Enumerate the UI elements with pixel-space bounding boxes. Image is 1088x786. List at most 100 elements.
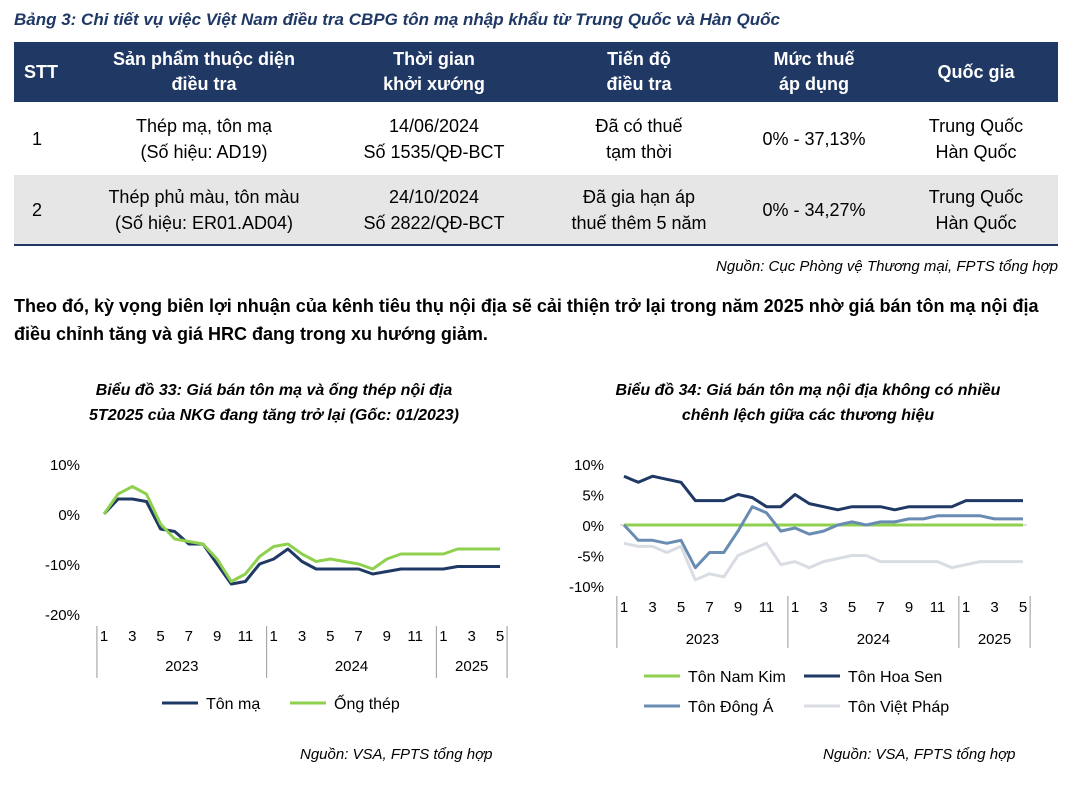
chart-right-x-group-label: 2024 [857, 631, 890, 648]
cell-country: Trung Quốc Hàn Quốc [894, 175, 1058, 246]
header-country: Quốc gia [894, 42, 1058, 102]
cell-country-line1: Trung Quốc [928, 115, 1024, 136]
chart-right-y-tick-label: 5% [582, 488, 604, 505]
cell-product-line1: Thép mạ, tôn mạ [135, 115, 273, 136]
header-tax: Mức thuế áp dụng [734, 42, 894, 102]
table-caption: Bảng 3: Chi tiết vụ việc Việt Nam điều t… [14, 10, 780, 29]
chart-left-y-tick-label: -10% [45, 557, 80, 574]
chart-right-x-group-label: 2025 [978, 631, 1011, 648]
chart-right-x-tick-label: 3 [990, 599, 998, 616]
header-date-line2: khởi xướng [383, 74, 485, 94]
chart-left-series-ống-thép [102, 485, 500, 583]
body-paragraph: Theo đó, kỳ vọng biên lợi nhuận của kênh… [14, 296, 1039, 344]
chart-right-title-line1: Biểu đồ 34: Giá bán tôn mạ nội địa không… [615, 382, 1001, 399]
chart-right-x-tick-label: 11 [759, 599, 775, 616]
chart-left-x-tick-label: 5 [496, 628, 504, 645]
chart-left-title-line1: Biểu đồ 33: Giá bán tôn mạ và ống thép n… [95, 382, 453, 399]
chart-right-legend-label: Tôn Việt Pháp [848, 699, 949, 716]
cell-product: Thép phủ màu, tôn màu (Số hiệu: ER01.AD04… [84, 175, 324, 246]
chart-right-series-tôn-đông-á [622, 505, 1023, 570]
table-row: 1 Thép mạ, tôn mạ (Số hiệu: AD19) 14/06/2… [14, 102, 1058, 175]
header-product-line2: điều tra [171, 74, 237, 94]
table-header-row: STT Sản phẩm thuộc diện điều tra Thời gia… [14, 42, 1058, 102]
chart-right-x-tick-label: 3 [648, 599, 656, 616]
cell-progress-line2: thuế thêm 5 năm [571, 212, 707, 233]
cell-country: Trung Quốc Hàn Quốc [894, 102, 1058, 175]
chart-left-x-tick-label: 7 [185, 628, 193, 645]
chart-left-legend-label: Ống thép [334, 693, 400, 713]
chart-right-legend-label: Tôn Hoa Sen [848, 669, 942, 686]
chart-right-x-tick-label: 1 [962, 599, 970, 616]
cell-date: 24/10/2024 Số 2822/QĐ-BCT [324, 175, 544, 246]
chart-right-x-tick-label: 5 [1019, 599, 1027, 616]
table-row: 2 Thép phủ màu, tôn màu (Số hiệu: ER01.AD… [14, 175, 1058, 246]
cell-progress-line1: Đã gia hạn áp [582, 186, 696, 207]
chart-right-x-group-label: 2023 [686, 631, 719, 648]
chart-left-x-tick-label: 5 [156, 628, 164, 645]
cell-country-line2: Hàn Quốc [935, 141, 1017, 162]
chart-left-x-tick-label: 9 [383, 628, 391, 645]
chart-left-series-tôn-mạ [102, 497, 500, 586]
cell-progress-line1: Đã có thuế [595, 115, 683, 136]
chart-left-y-tick-label: 10% [50, 457, 80, 474]
cell-tax: 0% - 37,13% [734, 102, 894, 175]
cell-product-line1: Thép phủ màu, tôn màu [108, 186, 300, 207]
chart-right-legend-label: Tôn Nam Kim [688, 669, 786, 686]
chart-left-x-tick-label: 9 [213, 628, 221, 645]
header-date-line1: Thời gian [393, 49, 475, 69]
chart-right-y-tick-label: -10% [569, 579, 604, 596]
cell-tax: 0% - 34,27% [734, 175, 894, 246]
chart-left-y-tick-label: 0% [58, 507, 80, 524]
chart-left-x-tick-label: 1 [270, 628, 278, 645]
chart-right-x-tick-label: 1 [791, 599, 799, 616]
chart-left-y-tick-label: -20% [45, 607, 80, 624]
cell-date-line2: Số 1535/QĐ-BCT [363, 141, 505, 162]
cell-country-line1: Trung Quốc [928, 186, 1024, 207]
cell-stt: 1 [14, 102, 84, 175]
chart-right-title-line2: chênh lệch giữa các thương hiệu [681, 407, 935, 424]
chart-right-x-tick-label: 7 [705, 599, 713, 616]
chart-left-x-tick-label: 1 [100, 628, 108, 645]
header-date: Thời gian khởi xướng [324, 42, 544, 102]
chart-left-source: Nguồn: VSA, FPTS tổng hợp [300, 746, 493, 763]
chart-left-x-tick-label: 1 [439, 628, 447, 645]
chart-right-y-tick-label: -5% [577, 549, 604, 566]
chart-right-x-tick-label: 5 [848, 599, 856, 616]
chart-left-legend-label: Tôn mạ [206, 696, 260, 713]
chart-left-x-tick-label: 11 [238, 628, 254, 645]
cell-progress: Đã có thuế tạm thời [544, 102, 734, 175]
chart-left-x-tick-label: 11 [407, 628, 423, 645]
chart-left-title-line2: 5T2025 của NKG đang tăng trở lại (Gốc: 0… [89, 407, 459, 424]
chart-left-title: Biểu đồ 33: Giá bán tôn mạ và ống thép n… [14, 378, 534, 428]
cell-date: 14/06/2024 Số 1535/QĐ-BCT [324, 102, 544, 175]
header-stt: STT [14, 42, 84, 102]
chart-right-source: Nguồn: VSA, FPTS tổng hợp [823, 746, 1016, 763]
header-product-line1: Sản phẩm thuộc diện [112, 49, 295, 69]
header-product: Sản phẩm thuộc diện điều tra [84, 42, 324, 102]
chart-left-x-tick-label: 5 [326, 628, 334, 645]
chart-right-title: Biểu đồ 34: Giá bán tôn mạ nội địa không… [548, 378, 1068, 428]
chart-left-x-tick-label: 3 [468, 628, 476, 645]
chart-right-x-tick-label: 1 [620, 599, 628, 616]
chart-right-x-tick-label: 3 [819, 599, 827, 616]
chart-right-x-tick-label: 11 [930, 599, 946, 616]
cell-stt: 2 [14, 175, 84, 246]
chart-right-x-tick-label: 9 [905, 599, 913, 616]
chart-right-series-tôn-việt-pháp [623, 541, 1023, 582]
chart-left-x-tick-label: 3 [298, 628, 306, 645]
header-progress: Tiến độ điều tra [544, 42, 734, 102]
chart-left-x-group-label: 2024 [335, 658, 368, 675]
chart-left-x-tick-label: 7 [354, 628, 362, 645]
cell-date-line1: 24/10/2024 [388, 186, 480, 207]
chart-right-y-tick-label: 0% [582, 518, 604, 535]
chart-left-x-tick-label: 3 [128, 628, 136, 645]
table-source: Nguồn: Cục Phòng vệ Thương mại, FPTS tổn… [716, 258, 1058, 275]
cell-product-line2: (Số hiệu: ER01.AD04) [114, 212, 294, 233]
header-progress-line2: điều tra [606, 74, 672, 94]
cell-product-line2: (Số hiệu: AD19) [140, 141, 268, 162]
chart-right-legend-label: Tôn Đông Á [688, 697, 774, 716]
chart-left-x-group-label: 2023 [165, 658, 198, 675]
chart-left-x-group-label: 2025 [455, 658, 488, 675]
cell-product: Thép mạ, tôn mạ (Số hiệu: AD19) [84, 102, 324, 175]
